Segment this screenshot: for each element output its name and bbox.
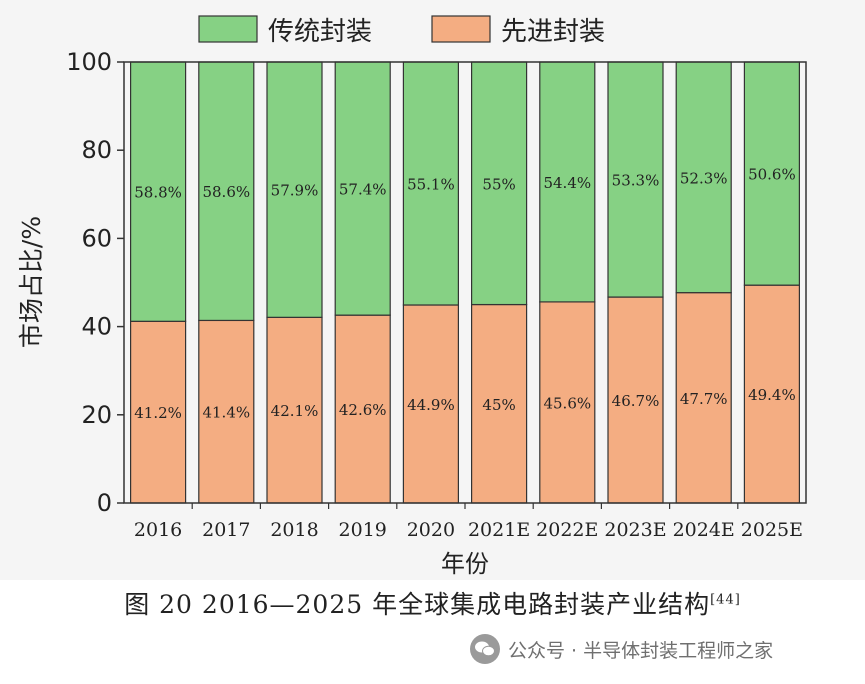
- legend-swatch: [198, 15, 258, 43]
- data-label: 49.4%: [748, 386, 796, 404]
- bar-segment: [402, 304, 459, 504]
- caption-text: 图 20 2016—2025 年全球集成电路封装产业结构: [124, 590, 711, 619]
- data-label: 58.8%: [134, 184, 182, 202]
- bar-segment: [334, 314, 391, 504]
- legend-label: 传统封装: [268, 17, 372, 47]
- x-tick-label: 2016: [134, 519, 182, 541]
- watermark-text: 公众号 · 半导体封装工程师之家: [508, 639, 774, 662]
- x-tick-label: 2025E: [741, 519, 803, 541]
- data-label: 55%: [482, 175, 515, 193]
- data-label: 54.4%: [543, 174, 591, 192]
- y-tick-label: 80: [81, 136, 112, 164]
- data-label: 45%: [482, 396, 515, 414]
- bar-segment: [675, 292, 732, 504]
- stacked-bar-chart: 传统封装 先进封装 41.2%58.8%41.4%58.6%42.1%57.9%4…: [17, 15, 807, 578]
- bar-segment: [266, 61, 323, 318]
- watermark: 公众号 · 半导体封装工程师之家: [470, 632, 773, 666]
- x-tick-label: 2017: [202, 519, 250, 541]
- x-tick-label: 2019: [339, 519, 387, 541]
- data-label: 50.6%: [748, 166, 796, 184]
- bar-segment: [743, 284, 801, 504]
- data-label: 46.7%: [612, 392, 660, 410]
- data-label: 41.2%: [134, 404, 182, 422]
- axes: 2016 2017 2018 2019 2020 2021E 2022E 2023E 2024E…: [66, 48, 807, 541]
- data-label: 41.4%: [202, 404, 250, 422]
- legend-label: 先进封装: [501, 17, 605, 47]
- figure-caption: 图 20 2016—2025 年全球集成电路封装产业结构[44]: [0, 585, 865, 621]
- data-label: 42.6%: [339, 401, 387, 419]
- bar-segment: [539, 61, 596, 303]
- y-tick-label: 20: [81, 401, 112, 429]
- data-label: 44.9%: [407, 396, 455, 414]
- bar-segment: [607, 61, 664, 298]
- x-tick-label: 2023E: [604, 519, 666, 541]
- data-label: 53.3%: [612, 172, 660, 190]
- x-tick-label: 2022E: [536, 519, 598, 541]
- y-tick-label: 60: [81, 224, 112, 252]
- data-label: 47.7%: [680, 390, 728, 408]
- bar-segment: [198, 61, 255, 322]
- x-tick-label: 2018: [270, 519, 318, 541]
- bar-segment: [402, 61, 459, 306]
- data-label: 45.6%: [543, 394, 591, 412]
- bar-segment: [130, 61, 187, 322]
- data-label: 57.4%: [339, 181, 387, 199]
- x-axis-label: 年份: [441, 550, 489, 578]
- legend-swatch: [431, 15, 491, 43]
- wechat-icon: [470, 634, 500, 664]
- x-tick-label: 2021E: [468, 519, 530, 541]
- y-axis-label: 市场占比/%: [17, 216, 46, 348]
- data-label: 52.3%: [680, 169, 728, 187]
- x-tick-label: 2020: [407, 519, 455, 541]
- bar-segment: [743, 61, 801, 286]
- data-label: 58.6%: [202, 183, 250, 201]
- bar-segment: [607, 296, 664, 504]
- legend: 传统封装 先进封装: [198, 15, 605, 47]
- data-label: 42.1%: [271, 402, 319, 420]
- bar-segment: [471, 303, 528, 504]
- y-tick-label: 40: [81, 313, 112, 341]
- y-tick-label: 0: [97, 489, 112, 517]
- data-label: 55.1%: [407, 175, 455, 193]
- bar-segment: [334, 61, 391, 316]
- data-label: 57.9%: [271, 182, 319, 200]
- y-tick-label: 100: [66, 48, 112, 76]
- caption-reference: [44]: [710, 592, 741, 608]
- x-tick-label: 2024E: [673, 519, 735, 541]
- bars: 41.2% 58.8% 41.4% 58.6% 42.1% 57.9% 42.6% 57.4%…: [130, 61, 801, 504]
